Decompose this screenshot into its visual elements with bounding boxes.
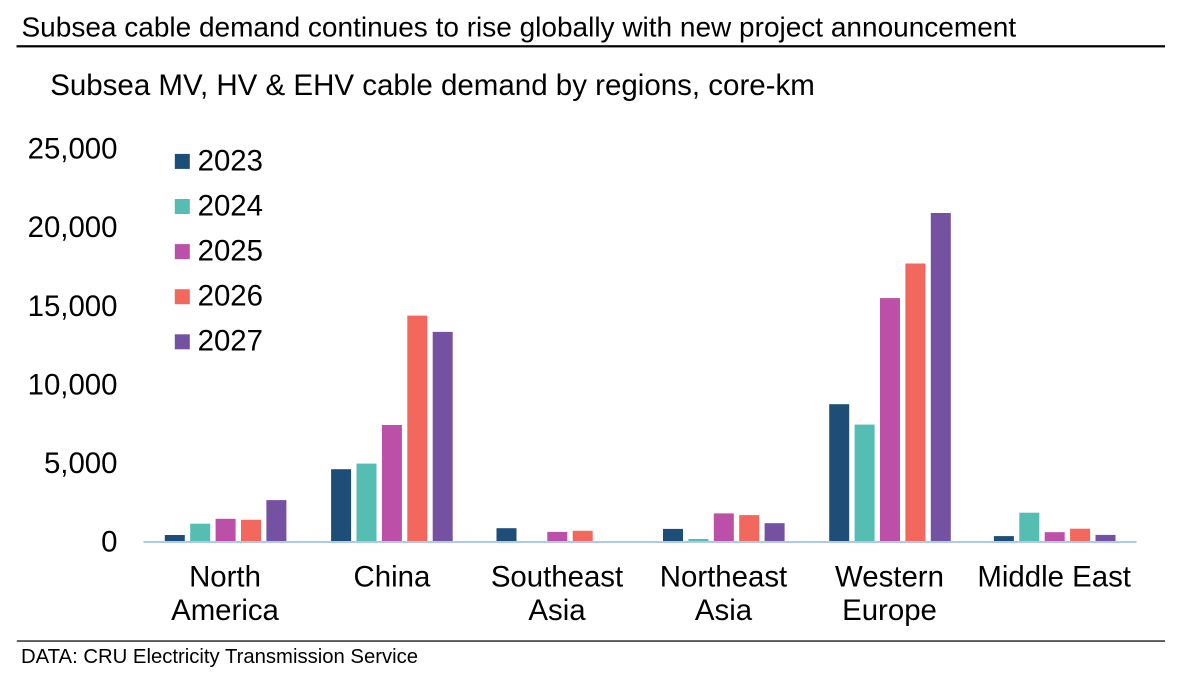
svg-text:Subsea MV, HV & EHV cable dema: Subsea MV, HV & EHV cable demand by regi… xyxy=(50,69,815,102)
svg-text:15,000: 15,000 xyxy=(28,290,118,323)
svg-text:Asia: Asia xyxy=(695,594,753,627)
svg-text:20,000: 20,000 xyxy=(28,211,118,244)
svg-text:2023: 2023 xyxy=(198,144,263,177)
svg-text:Asia: Asia xyxy=(528,594,586,627)
svg-text:China: China xyxy=(354,561,431,594)
svg-text:Europe: Europe xyxy=(842,594,937,627)
svg-text:0: 0 xyxy=(101,526,117,559)
svg-text:25,000: 25,000 xyxy=(28,133,118,166)
svg-text:Subsea cable demand continues: Subsea cable demand continues to rise gl… xyxy=(22,12,1017,43)
svg-text:DATA: CRU Electricity Transmis: DATA: CRU Electricity Transmission Servi… xyxy=(21,646,418,668)
svg-text:2024: 2024 xyxy=(198,189,263,222)
svg-text:2025: 2025 xyxy=(198,235,263,268)
svg-text:Middle East: Middle East xyxy=(977,561,1131,594)
svg-text:America: America xyxy=(171,594,279,627)
svg-text:Northeast: Northeast xyxy=(660,561,787,594)
svg-text:2027: 2027 xyxy=(198,325,263,358)
svg-text:Western: Western xyxy=(835,561,944,594)
svg-text:Southeast: Southeast xyxy=(491,561,623,594)
svg-text:10,000: 10,000 xyxy=(28,368,118,401)
svg-text:5,000: 5,000 xyxy=(44,447,118,480)
svg-text:2026: 2026 xyxy=(198,280,263,313)
svg-text:North: North xyxy=(189,561,261,594)
